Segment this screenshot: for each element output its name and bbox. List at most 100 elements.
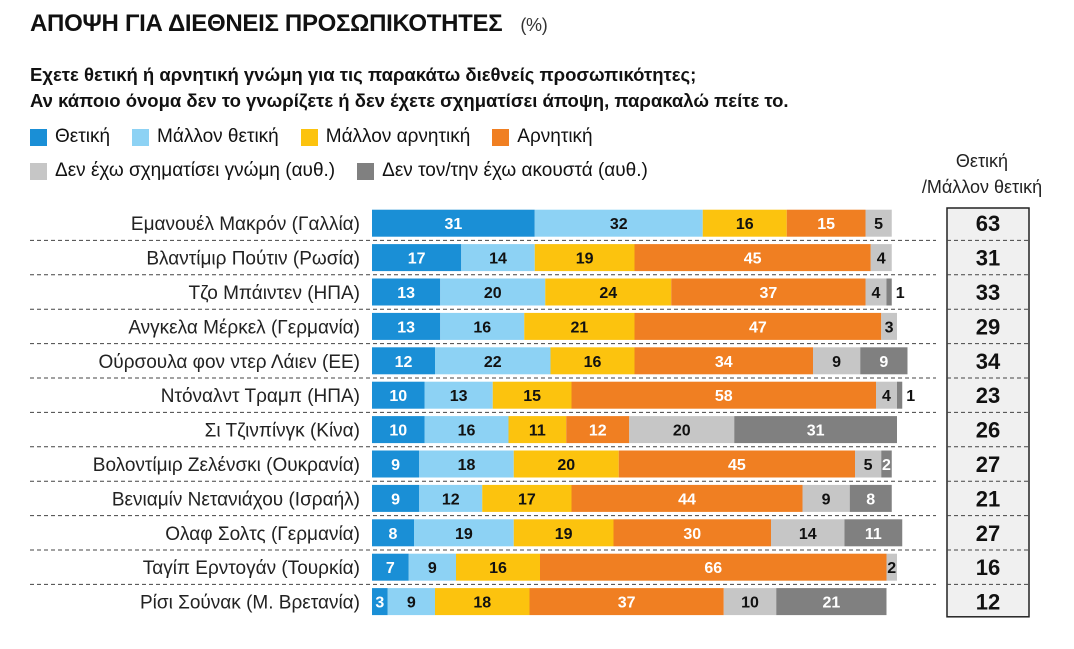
segment-value-label: 9 [407, 595, 416, 612]
segment-value-label: 45 [728, 457, 746, 474]
bar-segment [456, 553, 540, 581]
legend-label: Δεν έχω σχηματίσει γνώμη (αυθ.) [55, 160, 336, 181]
total-value-label: 29 [976, 314, 1000, 339]
bar-segment [372, 416, 425, 444]
bar-segment [435, 347, 551, 375]
chart-title-text: ΑΠΟΨΗ ΓΙΑ ΔΙΕΘΝΕΙΣ ΠΡΟΣΩΠΙΚΟΤΗΤΕΣ [30, 10, 503, 37]
segment-value-label: 9 [391, 457, 400, 474]
segment-value-label: 15 [523, 388, 541, 405]
bar-segment [702, 209, 787, 237]
segment-value-label: 4 [872, 285, 881, 302]
legend-label: Μάλλον αρνητική [325, 126, 471, 147]
bar-segment [876, 381, 897, 409]
legend-label: Μάλλον θετική [157, 126, 279, 147]
bar-segment [461, 244, 535, 272]
segment-value-label: 2 [882, 457, 891, 474]
bar-segment [513, 519, 614, 547]
segment-value-label: 13 [450, 388, 468, 405]
segment-value-label: 19 [455, 526, 473, 543]
segment-value-label: 45 [744, 251, 762, 268]
category-label: Τζο Μπάιντεν (ΗΠΑ) [189, 283, 360, 304]
segment-value-label: 30 [683, 526, 701, 543]
bar-segment [881, 450, 892, 478]
bar-segment [372, 347, 435, 375]
segment-value-label: 19 [555, 526, 573, 543]
segment-value-label: 5 [864, 457, 873, 474]
segment-value-label: 11 [529, 423, 546, 440]
bar-segment [865, 278, 887, 306]
bar-segment [881, 312, 897, 340]
segment-value-label: 31 [807, 423, 825, 440]
bar-segment [849, 484, 892, 512]
category-label: Εμανουέλ Μακρόν (Γαλλία) [131, 214, 360, 235]
totals-header-line-1: Θετική [955, 151, 1009, 171]
segment-value-label: 1 [896, 285, 905, 302]
segment-value-label: 21 [570, 319, 588, 336]
total-value-label: 26 [976, 418, 1000, 443]
bar-segment [571, 381, 876, 409]
legend-swatch [300, 128, 318, 146]
bar-segment [886, 278, 892, 306]
bar-segment [860, 347, 908, 375]
bar-segment [424, 416, 509, 444]
bar-segment [734, 416, 897, 444]
bar-segment [524, 312, 635, 340]
segment-value-label: 16 [473, 319, 491, 336]
segment-value-label: 16 [458, 423, 476, 440]
segment-value-label: 20 [557, 457, 575, 474]
bar-segment [618, 450, 855, 478]
bar-segment [534, 209, 703, 237]
segment-value-label: 3 [375, 595, 384, 612]
legend-label: Δεν τον/την έχω ακουστά (αυθ.) [382, 160, 648, 181]
segment-value-label: 17 [408, 251, 426, 268]
bar-segment [629, 416, 735, 444]
category-label: Ανγκελα Μέρκελ (Γερμανία) [128, 317, 360, 338]
segment-value-label: 16 [489, 560, 507, 577]
segment-value-label: 18 [458, 457, 476, 474]
segment-value-label: 14 [799, 526, 817, 543]
segment-value-label: 16 [584, 354, 602, 371]
bar-segment [802, 484, 850, 512]
segment-value-label: 37 [759, 285, 777, 302]
segment-value-label: 16 [736, 216, 754, 233]
total-value-label: 27 [976, 521, 1000, 546]
bar-segment [571, 484, 803, 512]
segment-value-label: 24 [599, 285, 617, 302]
bar-segment [408, 553, 456, 581]
segment-value-label: 12 [589, 423, 607, 440]
bar-segment [786, 209, 866, 237]
bar-segment [771, 519, 845, 547]
bar-segment [897, 381, 903, 409]
category-label: Βολοντίμιρ Ζελένσκι (Ουκρανία) [93, 455, 360, 476]
segment-value-label: 22 [484, 354, 502, 371]
bar-segment [513, 450, 619, 478]
category-label: Ντόναλντ Τραμπ (ΗΠΑ) [161, 386, 360, 407]
legend-swatch [357, 162, 375, 180]
segment-value-label: 10 [741, 595, 759, 612]
bar-segment [372, 278, 441, 306]
total-value-label: 34 [976, 349, 1001, 374]
legend-item-positive: Θετική [30, 126, 110, 148]
segment-value-label: 4 [877, 251, 886, 268]
segment-value-label: 20 [484, 285, 502, 302]
bar-segment [776, 588, 887, 616]
category-label: Βλαντίμιρ Πούτιν (Ρωσία) [146, 249, 360, 270]
bar-segment [855, 450, 882, 478]
bar-segment [492, 381, 572, 409]
bar-segment [440, 278, 546, 306]
category-label: Βενιαμίν Νετανιάχου (Ισραήλ) [112, 489, 360, 510]
segment-value-label: 31 [444, 216, 462, 233]
totals-column-box [946, 207, 1030, 618]
segment-value-label: 14 [489, 251, 507, 268]
bar-segment [508, 416, 567, 444]
bar-segment [634, 347, 813, 375]
subtitle-line-2: Αν κάποιο όνομα δεν το γνωρίζετε ή δεν έ… [30, 90, 789, 111]
category-label: Ούρσουλα φον ντερ Λάιεν (ΕΕ) [99, 352, 360, 373]
segment-value-label: 66 [704, 560, 722, 577]
bar-segment [534, 244, 635, 272]
segment-value-label: 19 [576, 251, 594, 268]
bar-segment [545, 278, 672, 306]
bar-segment [372, 312, 441, 340]
bar-segment [372, 519, 414, 547]
